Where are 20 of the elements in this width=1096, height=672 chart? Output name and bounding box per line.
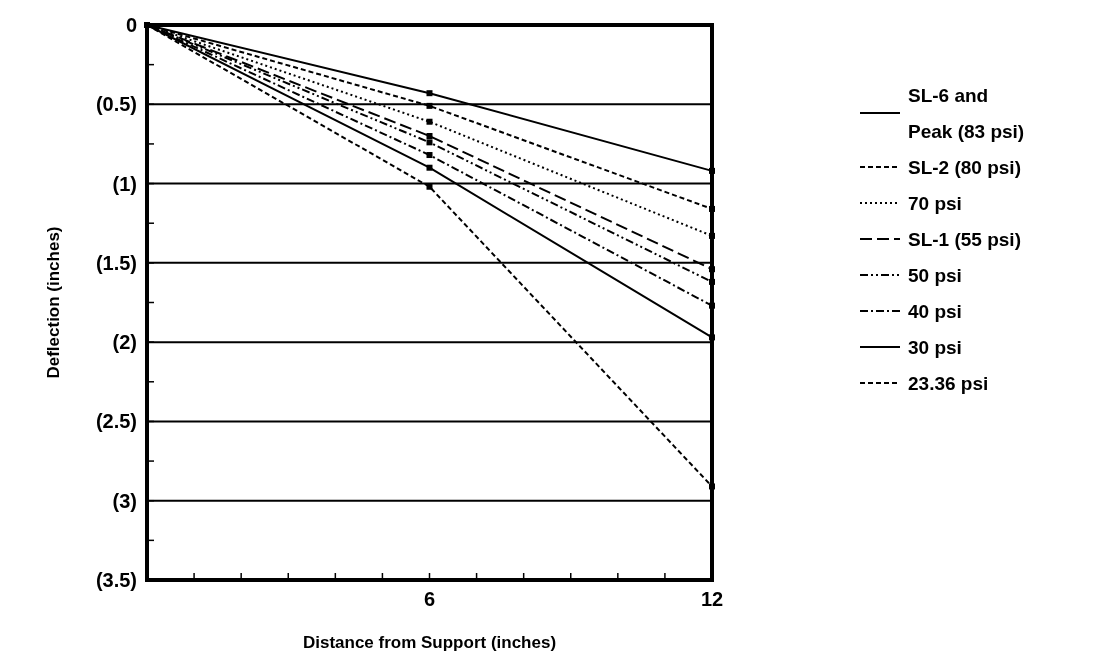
legend-label: SL-1 (55 psi) bbox=[908, 228, 1021, 250]
y-tick-label: (0.5) bbox=[95, 93, 137, 116]
legend-label: 40 psi bbox=[908, 300, 962, 322]
legend-label: SL-2 (80 psi) bbox=[908, 156, 1021, 178]
legend-label: 70 psi bbox=[908, 192, 962, 214]
y-tick-label: (2.5) bbox=[95, 410, 137, 433]
y-tick-label: (1) bbox=[112, 172, 137, 195]
y-tick-label: 0 bbox=[125, 14, 137, 36]
y-tick-label: (2) bbox=[112, 331, 137, 354]
legend-label: 23.36 psi bbox=[908, 372, 989, 394]
y-tick-label: (3) bbox=[112, 489, 137, 512]
y-tick-label: (3.5) bbox=[95, 569, 137, 591]
y-tick-label: (1.5) bbox=[95, 251, 137, 274]
x-tick-label: 12 bbox=[700, 588, 724, 610]
legend-label: 30 psi bbox=[908, 336, 962, 358]
x-tick-label: 6 bbox=[423, 588, 436, 610]
legend-label: 50 psi bbox=[908, 264, 962, 286]
y-axis-title: Deflection (inches) bbox=[44, 226, 63, 379]
x-axis-title: Distance from Support (inches) bbox=[302, 633, 557, 652]
legend-label: SL-6 and Peak (83 psi) bbox=[908, 84, 1025, 142]
